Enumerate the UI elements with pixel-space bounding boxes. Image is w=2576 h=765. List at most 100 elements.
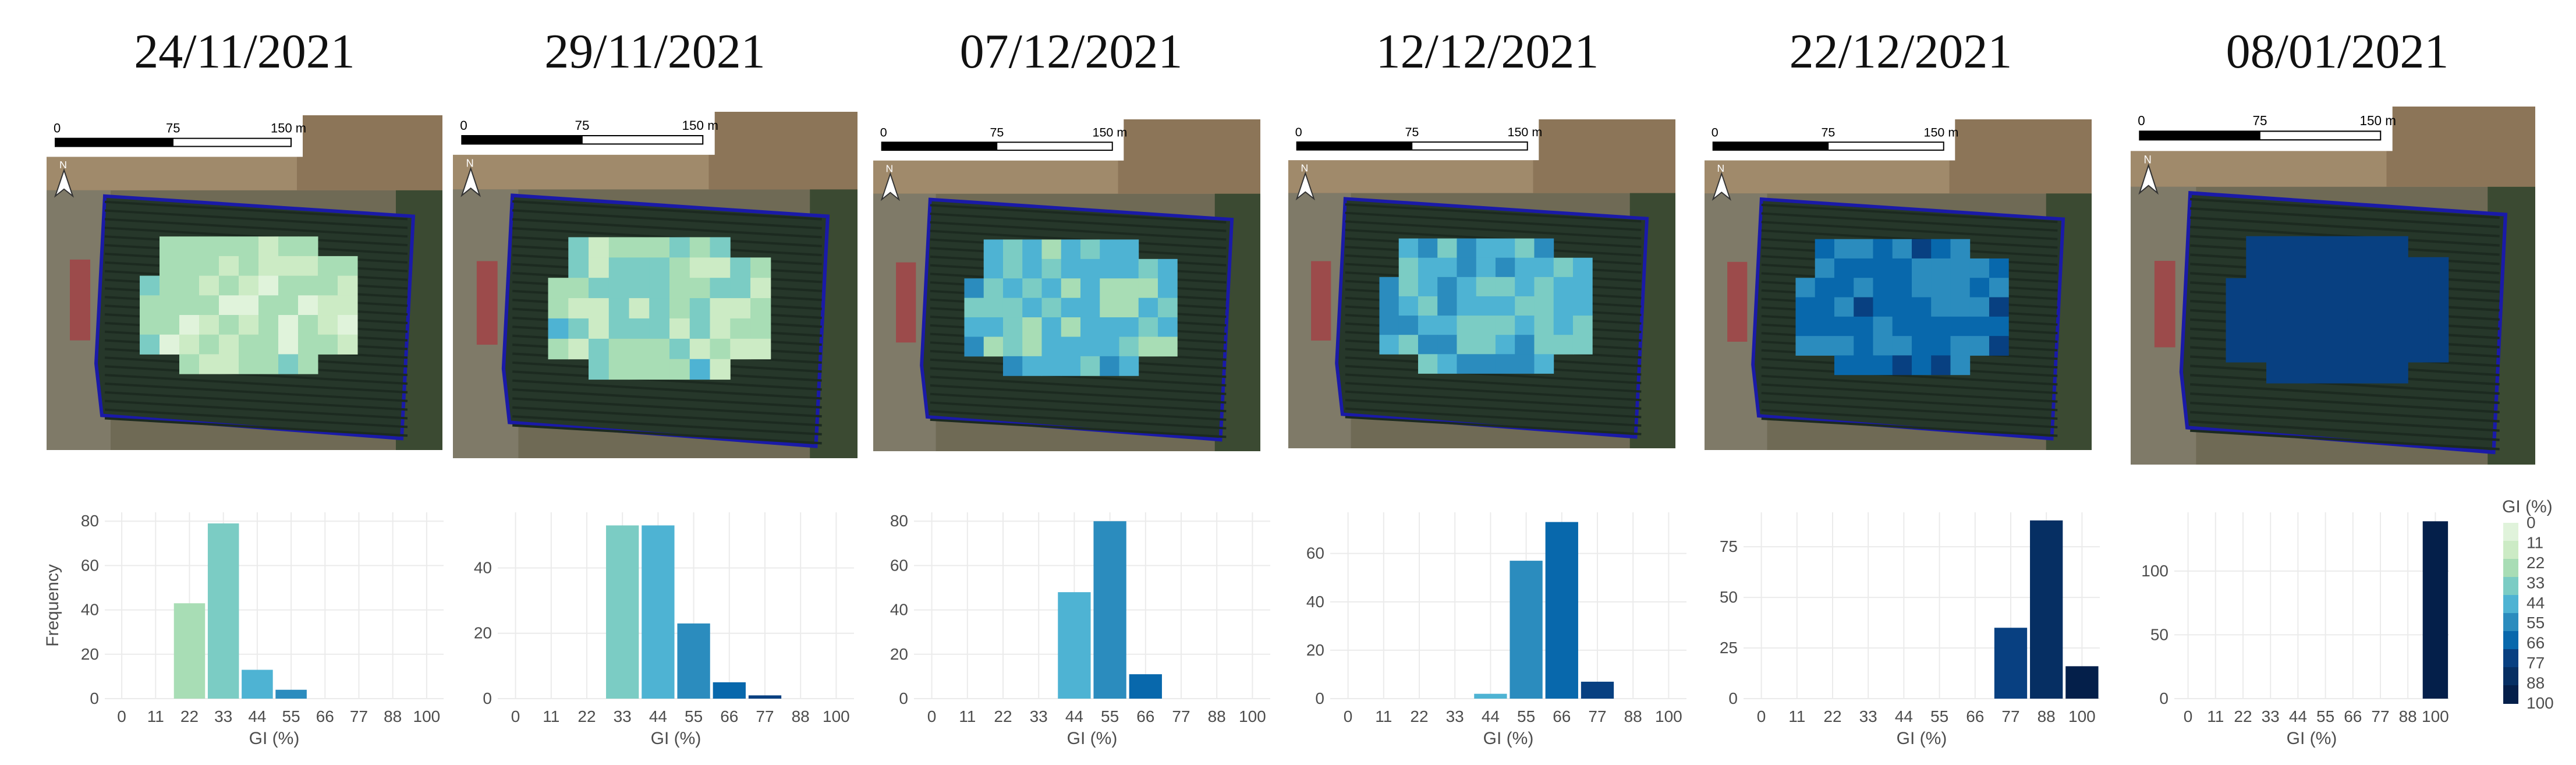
farm-building xyxy=(896,262,916,343)
gi-cell xyxy=(1100,239,1119,260)
legend-swatch xyxy=(2503,631,2518,650)
gi-cell xyxy=(1989,316,2009,337)
x-tick-label: 88 xyxy=(1624,707,1642,725)
gi-cell xyxy=(1834,355,1854,376)
tree-row xyxy=(104,218,408,238)
scale-bar-background xyxy=(453,112,715,155)
gi-cell xyxy=(239,275,259,296)
x-tick-label: 100 xyxy=(823,707,850,725)
x-tick-label: 88 xyxy=(2399,707,2417,725)
gi-cell xyxy=(2266,278,2287,300)
gi-cell xyxy=(1457,335,1477,355)
gi-cell xyxy=(1119,337,1139,357)
gi-cell xyxy=(608,359,630,380)
gi-cell xyxy=(2367,299,2389,321)
gi-cell xyxy=(608,298,630,319)
gi-cell xyxy=(1989,278,2009,298)
gi-cell xyxy=(179,315,200,335)
x-tick-label: 66 xyxy=(720,707,738,725)
gi-cell xyxy=(730,318,751,339)
gi-cell xyxy=(1437,238,1457,258)
gi-cell xyxy=(568,338,589,360)
gi-map: 0 75 150 m N xyxy=(1288,119,1675,448)
histogram-svg: 0 20 40 60 0 11 22 33 44 55 66 77 88 100 GI (%) xyxy=(1306,512,1686,748)
tree-row xyxy=(512,218,822,239)
gi-cell xyxy=(1418,354,1438,374)
legend-entry: 55 xyxy=(2527,614,2545,632)
gi-cell xyxy=(1553,316,1574,335)
gi-cell xyxy=(629,237,650,258)
scale-bar-background xyxy=(873,119,1124,161)
gi-cell xyxy=(2306,236,2327,258)
gi-cell xyxy=(689,278,711,299)
scale-bar-black xyxy=(2139,131,2260,140)
gi-cell xyxy=(1476,257,1496,278)
gi-cell xyxy=(608,257,630,278)
gi-cell xyxy=(1515,296,1535,316)
histogram-bar xyxy=(1058,592,1091,699)
gi-cell xyxy=(1138,337,1158,357)
tree-row xyxy=(930,212,1227,232)
tree-row xyxy=(1345,203,1642,223)
gi-cell xyxy=(608,318,630,339)
gi-cell xyxy=(1815,258,1835,278)
gi-cell xyxy=(983,317,1004,337)
gi-cell xyxy=(1969,336,1990,356)
gi-cell xyxy=(983,298,1004,318)
gi-cell xyxy=(2387,236,2408,258)
gi-cell xyxy=(1437,354,1457,374)
gi-cell xyxy=(2428,257,2449,279)
gi-cell xyxy=(258,354,279,374)
tree-row xyxy=(512,397,822,418)
gi-cell xyxy=(2286,257,2308,279)
histogram-bar xyxy=(677,623,710,699)
gi-cell xyxy=(1950,278,1971,298)
y-tick-label: 0 xyxy=(899,689,908,707)
gi-cell xyxy=(1100,337,1119,357)
scale-bar-background xyxy=(1288,119,1539,161)
gi-cell xyxy=(1553,277,1574,297)
gi-cell xyxy=(1834,297,1854,317)
gi-cell xyxy=(1061,337,1081,357)
gi-cell xyxy=(2408,257,2429,279)
gi-cell xyxy=(568,237,589,258)
gi-cell xyxy=(1931,239,1951,259)
x-tick-label: 88 xyxy=(792,707,810,725)
gi-cell xyxy=(1022,239,1042,260)
gi-cell xyxy=(1515,277,1535,297)
x-tick-label: 66 xyxy=(1553,707,1571,725)
histogram-bar xyxy=(242,670,273,699)
x-axis-label: GI (%) xyxy=(1483,729,1534,748)
gi-cell xyxy=(750,298,771,319)
gi-cell xyxy=(1989,297,2009,317)
gi-cell xyxy=(1873,297,1893,317)
gi-cell xyxy=(1515,238,1535,258)
gi-cell xyxy=(750,338,771,360)
gi-cell xyxy=(1854,355,1873,376)
gi-cell xyxy=(1379,316,1399,335)
y-axis-label: Frequency xyxy=(43,564,62,647)
gi-cell xyxy=(219,334,239,355)
histogram-svg: 0 20 40 60 80 0 11 22 33 44 55 66 77 88 100 GI (%) xyxy=(890,512,1270,748)
gi-cell xyxy=(1572,277,1593,297)
x-tick-label: 55 xyxy=(2316,707,2334,725)
gi-cell xyxy=(318,275,338,296)
gi-cell xyxy=(1138,298,1158,318)
gi-cell xyxy=(1157,298,1178,318)
gi-cell xyxy=(750,257,771,278)
legend-entry: 88 xyxy=(2527,674,2545,692)
gi-cell xyxy=(1911,239,1932,259)
gi-cell xyxy=(258,315,279,335)
x-axis-label: GI (%) xyxy=(1067,729,1118,748)
gi-cell xyxy=(1041,278,1062,299)
tree-row xyxy=(1761,203,2058,224)
gi-cell xyxy=(1119,298,1139,318)
gi-cell xyxy=(1931,355,1951,376)
x-tick-label: 55 xyxy=(282,707,300,725)
gi-cell xyxy=(1022,298,1042,318)
histogram-bar xyxy=(642,525,675,699)
gi-cell xyxy=(964,337,984,357)
panel-date: 29/11/2021 xyxy=(544,24,766,79)
north-arrow-icon xyxy=(1712,171,1731,201)
gi-cell xyxy=(649,359,670,380)
